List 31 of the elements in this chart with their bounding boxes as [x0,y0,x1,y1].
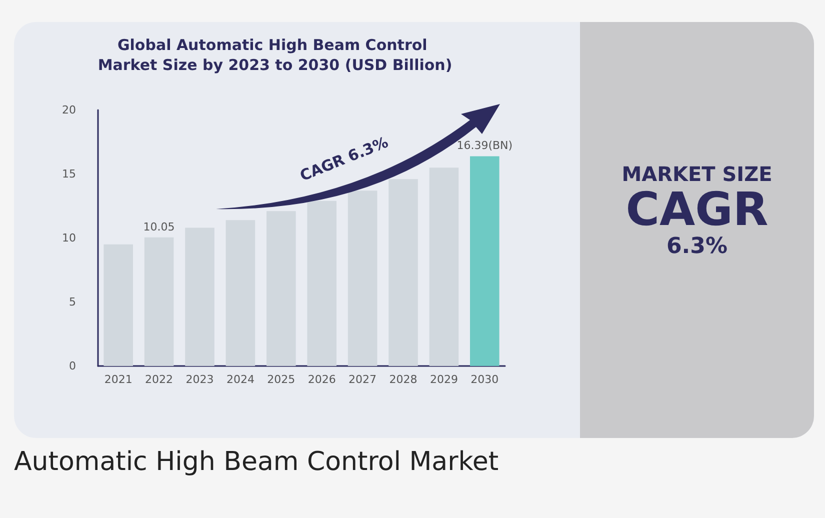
x-tick-label: 2023 [186,373,214,386]
bar [470,156,500,366]
x-tick-label: 2024 [226,373,254,386]
y-tick-label: 10 [62,232,76,244]
x-tick-label: 2025 [267,373,296,386]
bar [266,211,296,366]
bar [348,190,378,366]
bar [185,228,214,366]
x-tick-label: 2026 [308,373,336,386]
data-label: 10.05 [143,220,175,234]
text: 6.3% [665,234,728,259]
annotation: CAGR 6.3% [296,132,392,187]
x-tick-label: 2030 [470,373,499,386]
x-tick-label: 2027 [348,373,377,386]
bar [307,200,336,366]
x-tick-label: 2028 [389,373,418,386]
y-tick-label: 0 [69,360,76,372]
x-tick-label: 2021 [104,373,132,386]
bar [429,168,459,366]
bar [226,220,256,366]
y-tick-label: 15 [62,168,76,180]
bar [104,244,133,366]
y-tick-label: 5 [69,296,76,308]
bar [388,179,418,366]
y-tick-label: 20 [62,104,76,116]
text: Automatic High Beam Control Market [14,447,499,477]
x-tick-label: 2022 [145,373,174,386]
chart-title: Global Automatic High Beam Control Market Size by 2023 to 2030 (USD Billion) [98,36,452,74]
data-label: 16.39(BN) [456,139,513,152]
x-tick-label: 2029 [430,373,458,386]
bar [144,237,174,366]
